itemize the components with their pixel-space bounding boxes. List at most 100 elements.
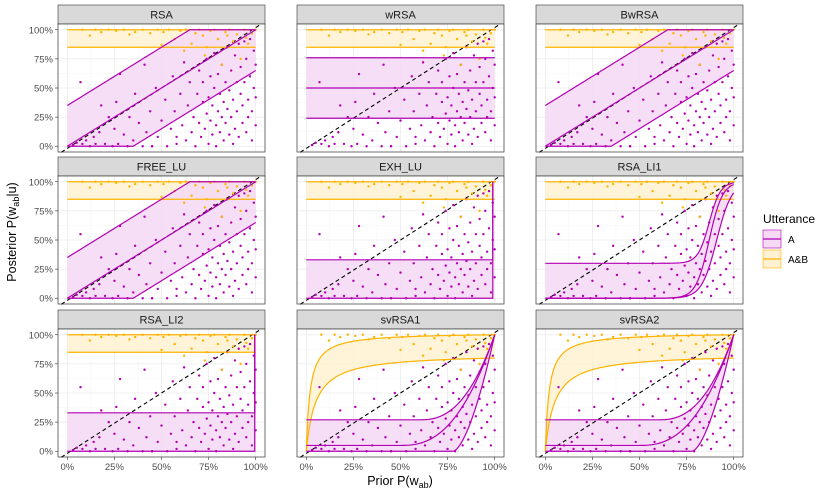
data-point-a <box>446 447 449 451</box>
data-point-ab <box>627 184 630 187</box>
data-point-ab <box>246 194 250 197</box>
data-point-a <box>576 283 579 286</box>
data-point-a <box>708 115 711 119</box>
data-point-a <box>243 232 246 236</box>
x-tick-label: 100% <box>244 462 269 473</box>
data-point-a <box>342 294 346 298</box>
data-point-a <box>115 252 118 256</box>
data-point-a <box>728 415 732 418</box>
data-point-ab <box>160 348 163 352</box>
data-point-a <box>683 362 686 366</box>
data-point-a <box>487 37 491 41</box>
y-tick-label: 25% <box>34 418 54 429</box>
data-point-a <box>192 115 195 119</box>
data-point-a <box>382 215 385 218</box>
facet-svrsa2: svRSA2 0% 25% 50% 75% 100% <box>535 309 747 473</box>
data-point-a <box>207 447 210 451</box>
data-point-a <box>459 420 462 424</box>
data-point-ab <box>88 34 92 37</box>
data-point-a <box>408 432 412 435</box>
data-point-a <box>713 110 717 113</box>
data-point-a <box>450 285 453 288</box>
data-point-a <box>553 446 556 449</box>
data-point-a <box>429 131 432 134</box>
data-point-a <box>696 397 700 401</box>
data-point-a <box>395 135 398 139</box>
data-point-a <box>224 121 227 125</box>
data-point-a <box>254 276 257 279</box>
data-point-ab <box>388 32 391 35</box>
data-point-ab <box>133 335 137 339</box>
data-point-a <box>675 69 679 72</box>
data-point-a <box>197 426 201 430</box>
data-point-ab <box>245 36 248 40</box>
data-point-a <box>440 232 444 236</box>
data-point-a <box>440 100 444 104</box>
data-point-a <box>222 139 225 142</box>
data-point-a <box>107 267 110 271</box>
data-point-a <box>593 100 596 104</box>
data-point-a <box>81 447 84 451</box>
data-point-ab <box>662 333 666 336</box>
data-point-a <box>98 283 101 286</box>
data-point-a <box>713 415 717 418</box>
data-point-a <box>711 359 715 362</box>
data-point-a <box>463 273 466 277</box>
data-point-a <box>197 121 201 125</box>
data-point-a <box>252 238 255 242</box>
data-point-ab <box>645 333 649 336</box>
series-line-ab <box>544 357 734 452</box>
data-point-a <box>728 262 732 265</box>
data-point-a <box>388 415 391 418</box>
data-point-ab <box>88 339 92 342</box>
data-point-a <box>250 110 254 113</box>
data-point-ab <box>421 201 425 204</box>
data-point-a <box>414 440 417 444</box>
data-point-a <box>732 248 735 251</box>
data-point-a <box>453 276 457 279</box>
data-point-a <box>231 250 235 253</box>
data-point-a <box>194 145 197 148</box>
data-point-a <box>467 285 470 288</box>
data-point-ab <box>339 30 342 34</box>
series-line-a <box>67 70 257 147</box>
data-point-a <box>643 145 647 148</box>
x-tick-label: 100% <box>722 462 747 473</box>
data-point-a <box>245 209 248 213</box>
data-point-a <box>143 368 146 371</box>
data-point-a <box>365 145 368 148</box>
data-point-a <box>467 438 470 441</box>
ribbon-a <box>306 334 495 452</box>
data-point-a <box>715 347 718 350</box>
data-point-a <box>480 426 483 430</box>
data-point-a <box>197 69 201 72</box>
data-point-ab <box>367 185 370 188</box>
data-point-a <box>100 409 103 412</box>
data-point-a <box>600 285 604 288</box>
data-point-ab <box>566 186 570 189</box>
data-point-ab <box>160 195 163 199</box>
data-point-a <box>453 429 457 432</box>
data-point-ab <box>226 34 229 37</box>
data-point-a <box>250 262 254 265</box>
data-point-a <box>154 238 158 242</box>
data-point-a <box>677 135 681 139</box>
data-point-a <box>224 232 227 236</box>
data-point-a <box>474 110 478 113</box>
data-point-a <box>675 121 679 125</box>
y-tick-label: 50% <box>34 84 54 95</box>
data-point-a <box>150 297 154 300</box>
data-point-ab <box>224 182 227 186</box>
data-point-a <box>357 224 361 228</box>
data-point-a <box>463 80 466 84</box>
ribbon-a <box>545 334 734 452</box>
data-point-a <box>423 291 427 294</box>
data-point-a <box>444 362 447 366</box>
data-point-ab <box>593 334 596 338</box>
series-line-ab <box>305 357 495 452</box>
data-point-ab <box>478 209 481 213</box>
data-point-a <box>239 370 242 374</box>
series-line-a <box>545 192 735 299</box>
data-point-a <box>201 385 205 389</box>
data-point-ab <box>395 333 398 336</box>
